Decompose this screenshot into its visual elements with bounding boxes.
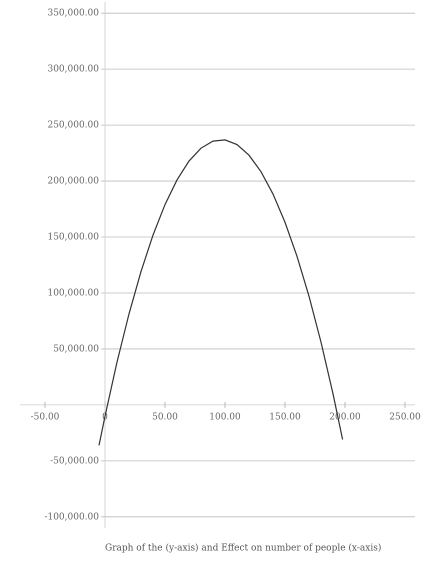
y-tick-label: 50,000.00 [53,344,99,354]
x-tick-label: 200.00 [329,412,361,422]
y-tick-label: 200,000.00 [47,177,99,187]
data-line [98,139,344,446]
x-tick-label: 50.00 [152,412,178,422]
x-tick-label: -50.00 [31,412,60,422]
y-tick-label: -50,000.00 [50,456,99,466]
y-tick-label: 250,000.00 [47,121,99,131]
y-tick-label: 100,000.00 [47,288,99,298]
caption: Graph of the (y-axis) and Effect on numb… [105,543,381,554]
x-tick-label: 150.00 [269,412,301,422]
y-tick-label: 350,000.00 [47,9,99,19]
y-tick-label: -100,000.00 [44,512,99,522]
y-tick-label: 150,000.00 [47,233,99,243]
y-tick-label: 300,000.00 [47,65,99,75]
x-tick-label: 100.00 [209,412,241,422]
x-tick-label: 250.00 [389,412,421,422]
